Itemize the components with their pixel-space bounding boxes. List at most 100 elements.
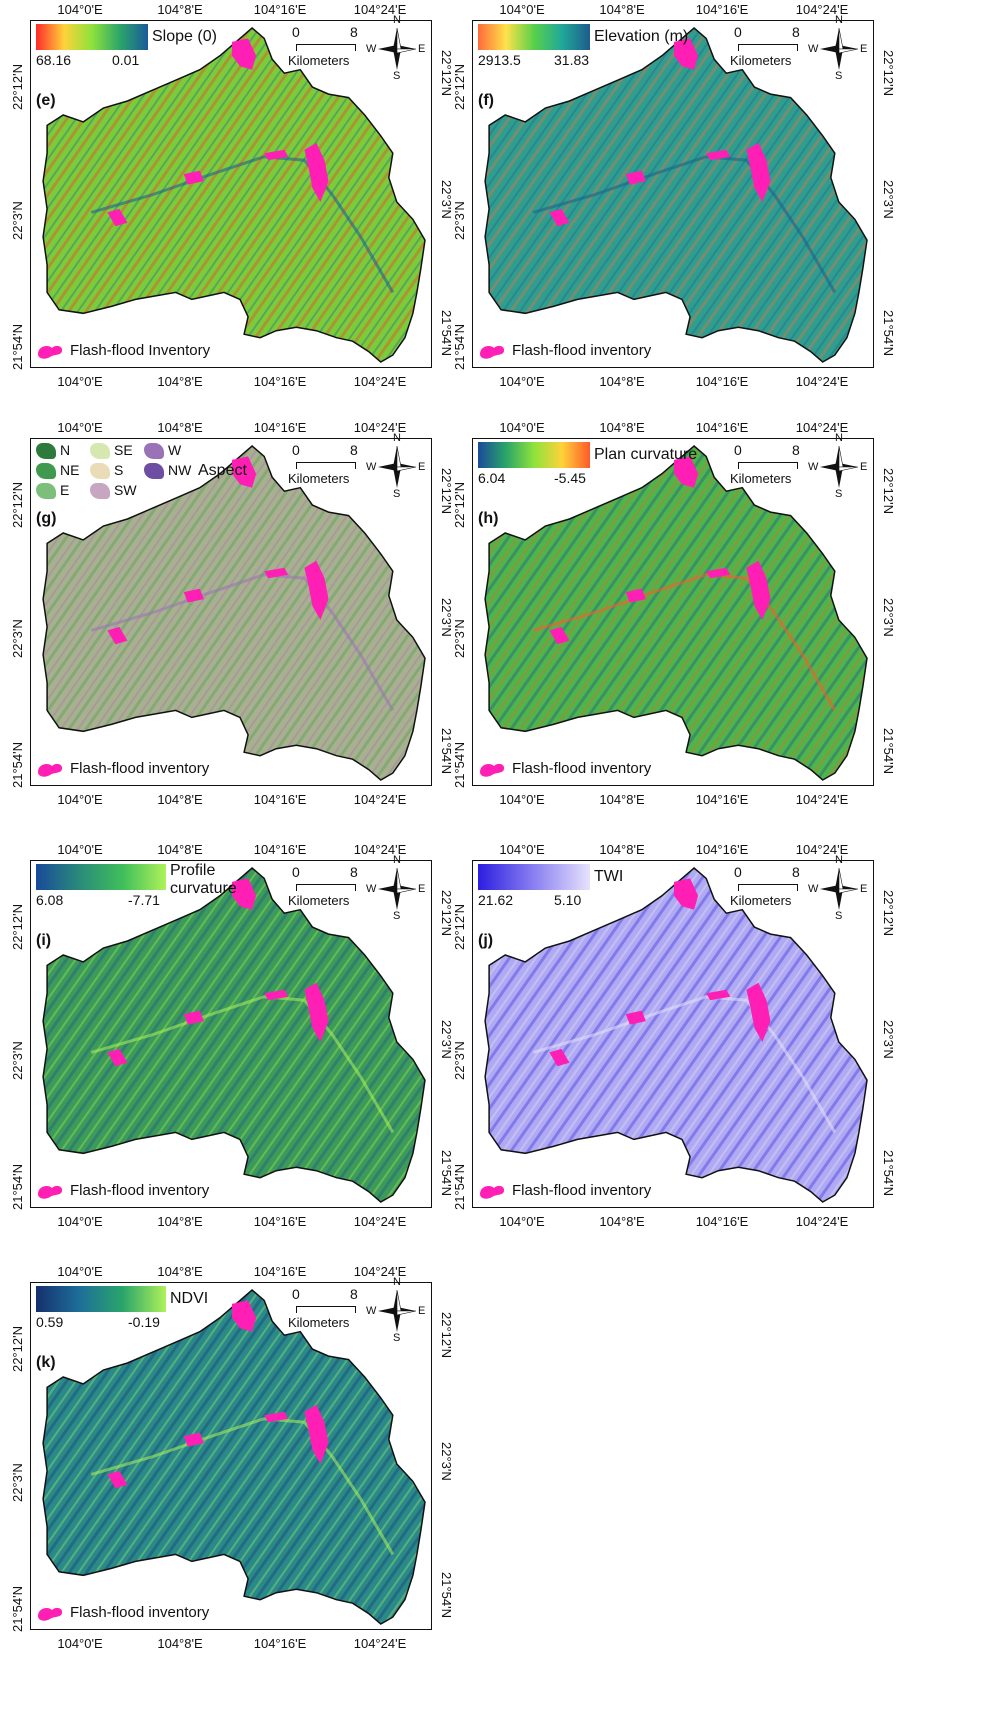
longitude-tick-label: 104°0'E [499, 1214, 545, 1229]
legend-max-value: 6.04 [478, 470, 506, 486]
scale-bar: 0 8 Kilometers [730, 864, 824, 912]
map-frame [30, 1282, 432, 1630]
longitude-tick-label: 104°0'E [499, 420, 545, 435]
scale-unit: Kilometers [730, 53, 792, 68]
flash-flood-icon [478, 342, 506, 360]
scale-end: 8 [350, 442, 358, 458]
scale-bar: 0 8 Kilometers [288, 864, 382, 912]
flash-flood-area [746, 982, 771, 1042]
compass-n: N [835, 432, 843, 444]
longitude-tick-label: 104°0'E [57, 842, 103, 857]
longitude-tick-label: 104°24'E [353, 842, 407, 857]
color-ramp [478, 24, 590, 50]
compass-w: W [808, 883, 819, 895]
longitude-tick-label: 104°16'E [253, 2, 307, 17]
latitude-tick-label: 21°54'N [452, 1164, 467, 1210]
longitude-tick-label: 104°24'E [353, 420, 407, 435]
aspect-label: SW [114, 482, 137, 498]
longitude-tick-label: 104°16'E [695, 842, 749, 857]
aspect-label: N [60, 442, 71, 458]
compass-s: S [835, 488, 843, 500]
latitude-tick-label: 22°3'N [439, 1442, 454, 1481]
flash-flood-area [107, 1470, 128, 1489]
aspect-swatch [90, 443, 110, 460]
color-ramp [478, 442, 590, 468]
aspect-swatch [144, 463, 164, 480]
aspect-swatch [36, 443, 56, 460]
watershed-basin [484, 27, 868, 363]
compass-w: W [366, 1305, 377, 1317]
flash-flood-icon [36, 1604, 64, 1622]
latitude-tick-label: 22°3'N [881, 180, 896, 219]
map-panel-i: 104°0'E 104°0'E 104°8'E 104°8'E 104°16'E 104°… [0, 840, 454, 1258]
aspect-swatch [36, 483, 56, 500]
latitude-tick-label: 22°12'N [10, 482, 25, 528]
compass-n: N [393, 14, 401, 26]
flash-flood-area [549, 208, 570, 227]
flash-flood-area [304, 1404, 329, 1464]
compass-n: N [835, 854, 843, 866]
watershed-map [42, 27, 426, 363]
aspect-class-s: S [90, 462, 123, 480]
flash-flood-inventory-label: Flash-flood inventory [70, 1182, 210, 1199]
longitude-tick-label: 104°16'E [695, 792, 749, 807]
latitude-tick-label: 22°12'N [881, 50, 896, 96]
river-channel [90, 995, 395, 1134]
compass-n: N [393, 854, 401, 866]
longitude-tick-label: 104°16'E [695, 420, 749, 435]
aspect-class-n: N [36, 442, 71, 460]
compass-s: S [393, 1332, 401, 1344]
latitude-tick-label: 21°54'N [881, 1150, 896, 1196]
river-channel [90, 1417, 395, 1556]
scale-line [296, 44, 356, 51]
color-ramp [36, 24, 148, 50]
river-channel [532, 995, 837, 1134]
map-panel-g: 104°0'E 104°0'E 104°8'E 104°8'E 104°16'E 104°… [0, 418, 454, 836]
map-panel-h: 104°0'E 104°0'E 104°8'E 104°8'E 104°16'E 104°… [442, 418, 896, 836]
scale-start: 0 [734, 864, 742, 880]
aspect-class-ne: NE [36, 462, 79, 480]
flash-flood-area [549, 626, 570, 645]
scale-end: 8 [350, 24, 358, 40]
map-panel-j: 104°0'E 104°0'E 104°8'E 104°8'E 104°16'E 104°… [442, 840, 896, 1258]
panel-letter: (h) [478, 510, 499, 527]
longitude-tick-label: 104°8'E [157, 1636, 203, 1651]
longitude-tick-label: 104°24'E [795, 842, 849, 857]
aspect-class-e: E [36, 482, 69, 500]
scale-line [296, 1306, 356, 1313]
longitude-tick-label: 104°8'E [157, 792, 203, 807]
watershed-basin [42, 1289, 426, 1625]
longitude-tick-label: 104°0'E [57, 792, 103, 807]
legend-title: Elevation (m) [594, 28, 689, 45]
north-arrow: N S E W [366, 854, 425, 922]
panel-letter: (g) [36, 510, 57, 527]
watershed-basin [42, 27, 426, 363]
flash-flood-icon [36, 1182, 64, 1200]
legend-max-value: 6.08 [36, 892, 64, 908]
flash-flood-area [232, 38, 257, 70]
latitude-tick-label: 21°54'N [10, 1586, 25, 1632]
longitude-tick-label: 104°8'E [599, 420, 645, 435]
longitude-tick-label: 104°8'E [157, 374, 203, 389]
flash-flood-area [107, 626, 128, 645]
scale-bar: 0 8 Kilometers [288, 1286, 382, 1334]
latitude-tick-label: 22°3'N [10, 1041, 25, 1080]
watershed-map [42, 445, 426, 781]
longitude-tick-label: 104°8'E [157, 1264, 203, 1279]
latitude-tick-label: 22°3'N [10, 1463, 25, 1502]
longitude-tick-label: 104°24'E [353, 1264, 407, 1279]
scale-end: 8 [792, 442, 800, 458]
longitude-tick-label: 104°16'E [253, 792, 307, 807]
longitude-tick-label: 104°8'E [157, 842, 203, 857]
aspect-swatch [36, 463, 56, 480]
longitude-tick-label: 104°8'E [157, 2, 203, 17]
map-frame [472, 20, 874, 368]
longitude-tick-label: 104°24'E [795, 792, 849, 807]
compass-s: S [835, 70, 843, 82]
flash-flood-icon [478, 1182, 506, 1200]
compass-icon [378, 1289, 417, 1332]
flash-flood-inventory-label: Flash-flood inventory [512, 1182, 652, 1199]
river-channel [532, 155, 837, 294]
legend-max-value: 68.16 [36, 52, 72, 68]
scale-start: 0 [292, 442, 300, 458]
